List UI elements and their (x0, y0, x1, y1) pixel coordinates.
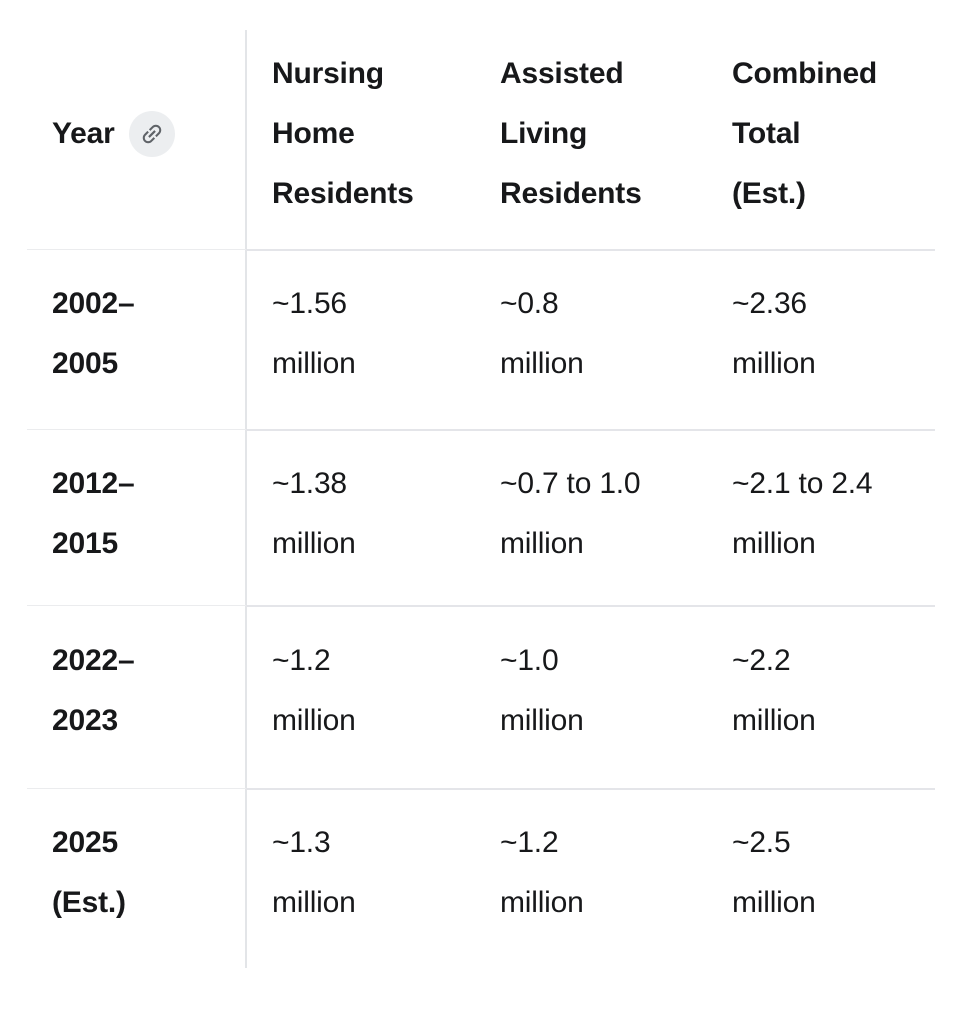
cell-assisted-living: ~1.2 million (500, 826, 584, 919)
row-header-year: 2012– 2015 (52, 467, 135, 560)
column-divider (245, 30, 247, 968)
cell-assisted-living: ~1.0 million (500, 644, 584, 737)
link-icon (139, 121, 165, 147)
column-header-year: Year (0, 30, 246, 250)
cell-nursing-home: ~1.3 million (272, 826, 356, 919)
cell-combined-total: ~2.1 to 2.4 million (732, 467, 873, 560)
row-divider (27, 249, 246, 250)
row-divider (27, 788, 246, 789)
row-divider (27, 605, 246, 606)
cell-nursing-home: ~1.38 million (272, 467, 356, 560)
cell-assisted-living: ~0.8 million (500, 287, 584, 380)
row-divider (246, 429, 935, 431)
row-divider (246, 249, 935, 251)
cell-combined-total: ~2.2 million (732, 644, 816, 737)
column-header-assisted-living-residents: Assisted Living Residents (500, 57, 642, 210)
cell-combined-total: ~2.5 million (732, 826, 816, 919)
row-header-year: 2002– 2005 (52, 287, 135, 380)
cell-combined-total: ~2.36 million (732, 287, 816, 380)
column-header-year-label: Year (52, 117, 115, 150)
column-header-combined-total: Combined Total (Est.) (732, 57, 878, 210)
row-header-year: 2025 (Est.) (52, 826, 126, 919)
citation-link-button[interactable] (128, 111, 175, 157)
cell-nursing-home: ~1.2 million (272, 644, 356, 737)
row-header-year: 2022– 2023 (52, 644, 135, 737)
row-divider (27, 429, 246, 430)
column-header-nursing-home-residents: Nursing Home Residents (272, 57, 414, 210)
cell-assisted-living: ~0.7 to 1.0 million (500, 467, 641, 560)
data-table: Year Nursing Home Residents Assisted Liv… (0, 30, 966, 968)
row-divider (246, 788, 935, 790)
cell-nursing-home: ~1.56 million (272, 287, 356, 380)
row-divider (246, 605, 935, 607)
